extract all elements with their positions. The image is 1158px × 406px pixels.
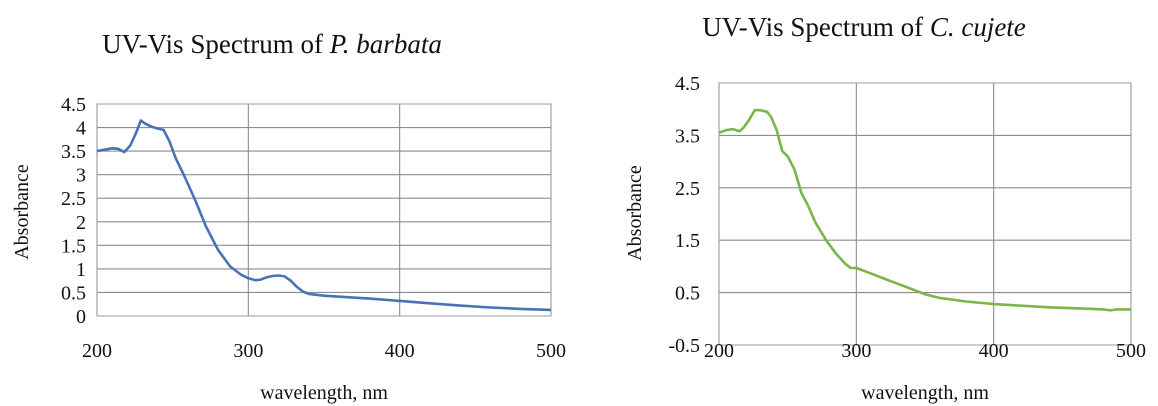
y-tick-label: 1.5 bbox=[61, 235, 86, 257]
y-tick-label: 1 bbox=[76, 259, 86, 281]
y-axis-label: Absorbance bbox=[11, 164, 33, 260]
plot-area bbox=[718, 82, 1132, 346]
series-line bbox=[96, 119, 552, 312]
gridlines bbox=[96, 103, 552, 317]
x-tick-label: 500 bbox=[1116, 340, 1146, 362]
x-tick-label: 300 bbox=[841, 340, 871, 362]
chart-title-text: UV-Vis Spectrum of bbox=[702, 12, 930, 42]
y-tick-label: -0.5 bbox=[668, 335, 700, 357]
y-tick-label: 4 bbox=[76, 118, 86, 140]
y-tick-label: 0 bbox=[76, 306, 86, 328]
y-tick-label: 1.5 bbox=[675, 230, 700, 252]
x-tick-labels: 200 300 400 500 bbox=[704, 340, 1146, 362]
y-tick-labels: 00.511.522.533.544.5 bbox=[61, 94, 86, 328]
chart-title-text: UV-Vis Spectrum of bbox=[102, 29, 330, 59]
y-tick-label: 4.5 bbox=[61, 94, 86, 116]
x-axis-label: wavelength, nm bbox=[260, 382, 388, 404]
x-tick-label: 300 bbox=[233, 340, 263, 362]
y-axis-label: Absorbance bbox=[624, 165, 646, 261]
y-tick-label: 3.5 bbox=[675, 125, 700, 147]
y-tick-label: 2.5 bbox=[61, 188, 86, 210]
chart-title-species: C. cujete bbox=[930, 12, 1026, 42]
gridlines bbox=[718, 82, 1132, 346]
chart-p-barbata: UV-Vis Spectrum of P. barbata 00.511.522… bbox=[11, 29, 566, 404]
y-tick-label: 0.5 bbox=[61, 282, 86, 304]
y-tick-label: 3.5 bbox=[61, 141, 86, 163]
chart-c-cujete: UV-Vis Spectrum of C. cujete -0.5 0.5 1.5 2… bbox=[624, 12, 1146, 404]
x-tick-label: 400 bbox=[385, 340, 415, 362]
y-tick-label: 4.5 bbox=[675, 73, 700, 95]
x-tick-label: 400 bbox=[979, 340, 1009, 362]
x-tick-label: 200 bbox=[82, 340, 112, 362]
chart-title-species: P. barbata bbox=[329, 29, 442, 59]
y-tick-labels: -0.5 0.5 1.5 2.5 3.5 4.5 bbox=[668, 73, 700, 357]
x-axis-label: wavelength, nm bbox=[861, 382, 989, 404]
y-tick-label: 2 bbox=[76, 212, 86, 234]
y-tick-label: 3 bbox=[76, 165, 86, 187]
chart-title: UV-Vis Spectrum of C. cujete bbox=[702, 12, 1026, 42]
x-tick-label: 500 bbox=[536, 340, 566, 362]
x-tick-label: 200 bbox=[704, 340, 734, 362]
chart-title: UV-Vis Spectrum of P. barbata bbox=[102, 29, 442, 59]
series-line bbox=[718, 108, 1131, 312]
plot-area bbox=[96, 103, 552, 317]
y-tick-label: 0.5 bbox=[675, 283, 700, 305]
x-tick-labels: 200 300 400 500 bbox=[82, 340, 566, 362]
y-tick-label: 2.5 bbox=[675, 178, 700, 200]
